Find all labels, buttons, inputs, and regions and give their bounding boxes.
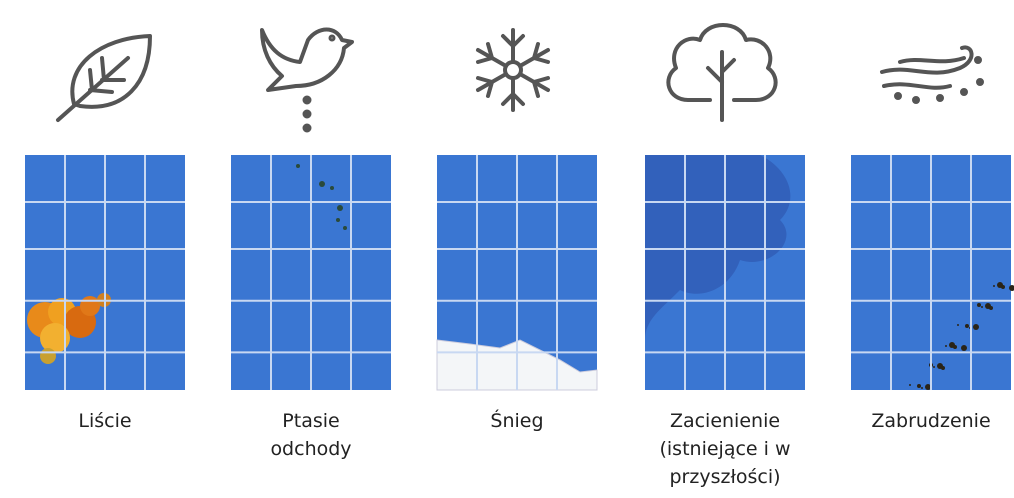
tree-icon	[666, 23, 778, 122]
bird-dropping	[296, 164, 300, 168]
solar-panel	[436, 155, 598, 391]
item-label: przyszłości)	[669, 466, 780, 488]
item-label: Liście	[78, 410, 131, 432]
dirt	[1001, 285, 1005, 289]
dirt	[953, 345, 957, 349]
dirt	[981, 306, 983, 308]
dirt	[977, 303, 981, 307]
dirt	[961, 345, 967, 351]
solar-panel	[25, 155, 185, 390]
item-label: (istniejące i w	[659, 438, 790, 460]
dirt	[909, 384, 911, 386]
bird-dropping	[330, 186, 334, 190]
item-label: Zacienienie	[670, 410, 780, 432]
snowflake-icon	[476, 28, 550, 112]
leaf	[40, 323, 70, 353]
dirt	[1009, 285, 1014, 291]
dirt	[941, 366, 945, 370]
dirt	[957, 324, 959, 326]
leaf	[40, 348, 56, 364]
solar-panel	[231, 155, 391, 390]
solar-panel	[645, 155, 805, 390]
bird-dropping	[343, 226, 347, 230]
bird-dropping	[337, 205, 343, 211]
bird-dropping	[336, 218, 340, 222]
bird-icon	[260, 27, 354, 133]
dirt	[989, 306, 993, 310]
leaf-icon	[56, 34, 152, 122]
solar-panel	[851, 155, 1014, 390]
dirt	[917, 384, 921, 388]
dirt	[965, 324, 969, 328]
dirt	[973, 324, 979, 330]
dirt	[921, 387, 923, 389]
bird-dropping	[319, 181, 325, 187]
item-label: odchody	[270, 438, 351, 460]
leaf	[80, 296, 100, 316]
dirt	[925, 384, 931, 390]
item-label: Zabrudzenie	[871, 410, 990, 432]
dirt	[945, 345, 947, 347]
item-label: Ptasie	[282, 410, 339, 432]
dirt	[933, 366, 935, 368]
dirt	[993, 285, 995, 287]
item-label: Śnieg	[490, 408, 543, 432]
wind-icon	[880, 45, 984, 104]
